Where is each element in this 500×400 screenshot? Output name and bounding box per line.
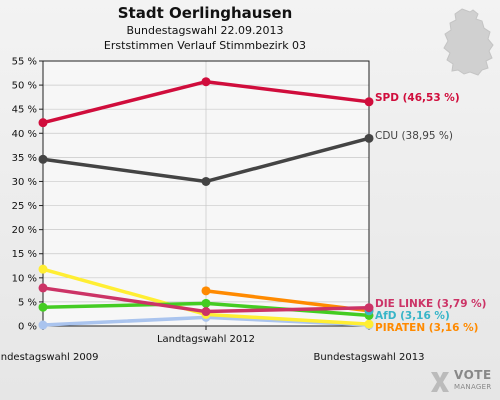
data-point-cdu	[38, 154, 48, 164]
data-point-die-linke	[201, 307, 211, 317]
data-point-cdu	[201, 176, 211, 186]
end-label-cdu: CDU (38,95 %)	[375, 130, 453, 142]
data-point-piraten	[201, 286, 211, 296]
data-point-spd	[38, 118, 48, 128]
data-point-gr-ne	[201, 298, 211, 308]
x-tick-label: Bundestagswahl 2009	[0, 352, 98, 363]
series-die-linke	[38, 283, 374, 317]
end-label-afd: AfD (3,16 %)	[375, 310, 450, 322]
germany-map-icon	[443, 8, 494, 76]
end-label-die-linke: DIE LINKE (3,79 %)	[375, 298, 486, 310]
series-lines	[38, 77, 374, 330]
series-end-labels: SPD (46,53 %) CDU (38,95 %) DIE LINKE (3,7…	[375, 92, 486, 334]
x-tick-label: Landtagswahl 2012	[157, 334, 255, 345]
data-point-spd	[201, 77, 211, 87]
axes: 0 % 5 % 10 % 15 % 20 % 25 % 30 % 35 % 40 % 45 % 50…	[0, 57, 424, 364]
data-point-fdp	[38, 264, 48, 274]
series-spd	[38, 77, 374, 128]
vote-manager-logo: VOTE MANAGER	[428, 366, 500, 398]
data-point-fdp	[364, 319, 374, 329]
y-tick-label: 55 %	[12, 57, 37, 68]
y-tick-label: 50 %	[12, 81, 37, 92]
y-tick-label: 20 %	[12, 225, 37, 236]
y-tick-label: 15 %	[12, 249, 37, 260]
grid-lines	[43, 60, 369, 327]
logo-x-icon	[431, 372, 449, 392]
data-point-gr-ne	[38, 302, 48, 312]
end-label-piraten: PIRATEN (3,16 %)	[375, 322, 478, 334]
chart-title: Stadt Oerlinghausen	[117, 4, 293, 22]
series-gr-ne	[38, 298, 374, 320]
y-tick-label: 10 %	[12, 273, 37, 284]
data-point-sonstige	[38, 320, 48, 330]
logo-word-vote: VOTE	[454, 368, 492, 382]
data-point-cdu	[364, 133, 374, 143]
y-tick-label: 0 %	[18, 322, 37, 333]
y-tick-label: 25 %	[12, 201, 37, 212]
end-label-spd: SPD (46,53 %)	[375, 92, 460, 104]
y-tick-label: 35 %	[12, 153, 37, 164]
y-tick-label: 30 %	[12, 177, 37, 188]
data-point-spd	[364, 97, 374, 107]
data-point-die-linke	[364, 303, 374, 313]
data-point-die-linke	[38, 283, 48, 293]
y-tick-label: 45 %	[12, 105, 37, 116]
chart-subtitle-district: Erststimmen Verlauf Stimmbezirk 03	[103, 39, 307, 52]
series-cdu	[38, 133, 374, 186]
y-tick-label: 40 %	[12, 129, 37, 140]
chart-subtitle-election: Bundestagswahl 22.09.2013	[126, 24, 284, 37]
x-tick-label: Bundestagswahl 2013	[314, 352, 425, 363]
y-tick-label: 5 %	[18, 297, 37, 308]
logo-word-manager: MANAGER	[454, 383, 492, 391]
